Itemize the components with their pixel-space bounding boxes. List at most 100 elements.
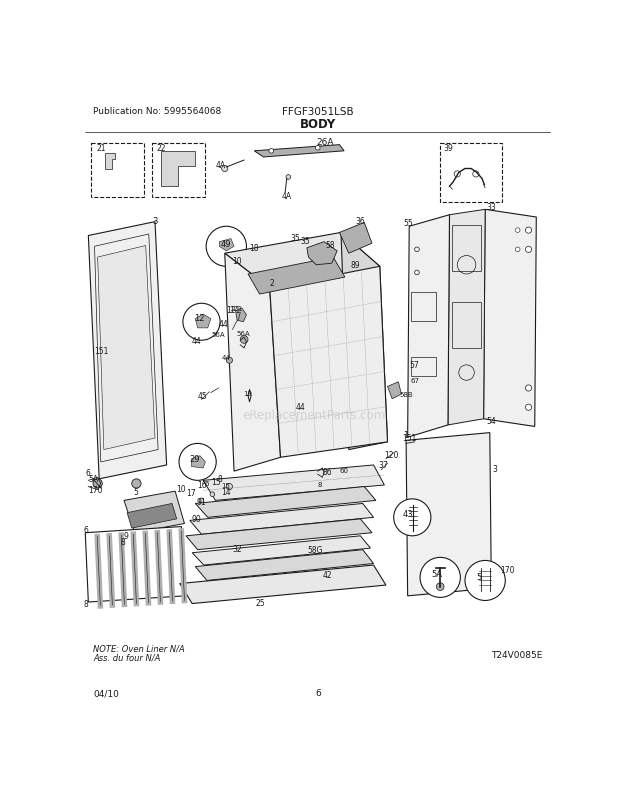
Text: BODY: BODY xyxy=(299,117,336,131)
Text: eReplacementParts.com: eReplacementParts.com xyxy=(242,409,386,422)
Circle shape xyxy=(515,248,520,253)
Polygon shape xyxy=(484,210,536,427)
Text: 151: 151 xyxy=(402,433,417,442)
Text: 6: 6 xyxy=(86,468,90,477)
Text: 8: 8 xyxy=(84,599,89,608)
Polygon shape xyxy=(105,154,115,169)
Text: 56A: 56A xyxy=(236,330,250,336)
Text: 43: 43 xyxy=(403,509,414,518)
Bar xyxy=(452,225,481,272)
Text: 121: 121 xyxy=(229,306,243,311)
Text: 120: 120 xyxy=(384,450,399,459)
Polygon shape xyxy=(98,246,155,450)
Text: 18: 18 xyxy=(249,244,259,253)
Circle shape xyxy=(420,557,460,597)
Text: 5: 5 xyxy=(133,488,138,496)
Polygon shape xyxy=(192,536,371,565)
Text: Publication No: 5995564068: Publication No: 5995564068 xyxy=(93,107,221,116)
Text: 89: 89 xyxy=(350,261,360,270)
Polygon shape xyxy=(88,222,167,480)
Text: 90: 90 xyxy=(192,515,201,524)
Text: 22: 22 xyxy=(156,144,166,153)
Text: 3: 3 xyxy=(152,217,157,225)
Polygon shape xyxy=(190,504,373,535)
Text: 36: 36 xyxy=(355,217,365,225)
Polygon shape xyxy=(186,519,372,550)
Text: 151: 151 xyxy=(94,347,109,356)
Circle shape xyxy=(131,480,141,488)
Polygon shape xyxy=(86,527,185,602)
Text: 8: 8 xyxy=(317,482,322,488)
Circle shape xyxy=(525,405,532,411)
Text: 3: 3 xyxy=(493,464,498,473)
Text: 57: 57 xyxy=(409,361,419,370)
Bar xyxy=(152,144,205,198)
Circle shape xyxy=(199,499,204,503)
Text: 45: 45 xyxy=(198,391,207,401)
Circle shape xyxy=(286,176,291,180)
Circle shape xyxy=(210,492,215,497)
Circle shape xyxy=(241,336,248,344)
Circle shape xyxy=(394,499,431,536)
Polygon shape xyxy=(224,254,280,472)
Text: 1: 1 xyxy=(403,430,408,439)
Text: 15: 15 xyxy=(211,478,221,487)
Circle shape xyxy=(222,166,228,172)
Polygon shape xyxy=(406,433,491,596)
Text: 58B: 58B xyxy=(399,391,413,398)
Polygon shape xyxy=(195,487,376,517)
Text: 6: 6 xyxy=(205,481,209,487)
Polygon shape xyxy=(341,233,388,450)
Text: 60: 60 xyxy=(340,467,348,473)
Polygon shape xyxy=(161,152,195,187)
Bar xyxy=(410,358,435,377)
Text: 26A: 26A xyxy=(316,138,334,147)
Text: 8: 8 xyxy=(120,538,125,547)
Text: 91: 91 xyxy=(197,498,206,507)
Circle shape xyxy=(269,149,273,154)
Text: 49: 49 xyxy=(221,240,231,249)
Text: 14: 14 xyxy=(222,488,231,496)
Polygon shape xyxy=(236,309,247,322)
Circle shape xyxy=(316,146,320,151)
Text: 19: 19 xyxy=(243,390,252,396)
Polygon shape xyxy=(219,239,234,252)
Text: 44: 44 xyxy=(192,336,201,346)
Circle shape xyxy=(183,304,220,341)
Circle shape xyxy=(93,480,102,488)
Text: 6: 6 xyxy=(315,689,321,698)
Circle shape xyxy=(436,583,444,591)
Text: Ass. du four N/A: Ass. du four N/A xyxy=(93,652,161,662)
Polygon shape xyxy=(203,465,384,500)
Text: 8: 8 xyxy=(217,475,222,484)
Bar xyxy=(410,293,435,322)
Polygon shape xyxy=(248,257,345,294)
Polygon shape xyxy=(195,550,373,581)
Text: 33: 33 xyxy=(487,202,497,212)
Polygon shape xyxy=(254,145,344,158)
Text: 37: 37 xyxy=(378,461,388,470)
Text: 9: 9 xyxy=(124,532,129,541)
Bar xyxy=(440,144,502,202)
Text: 4A: 4A xyxy=(282,192,292,200)
Text: T24V0085E: T24V0085E xyxy=(491,650,542,659)
Circle shape xyxy=(465,561,505,601)
Circle shape xyxy=(226,358,232,364)
Text: 12: 12 xyxy=(193,314,204,322)
Text: 42: 42 xyxy=(322,570,332,579)
Polygon shape xyxy=(408,216,450,438)
Text: 35: 35 xyxy=(291,234,300,243)
Polygon shape xyxy=(195,314,211,329)
Text: 10: 10 xyxy=(232,257,242,266)
Text: 2: 2 xyxy=(270,278,275,288)
Text: 16: 16 xyxy=(198,481,207,490)
Text: 21: 21 xyxy=(96,144,105,153)
Text: 32: 32 xyxy=(232,544,242,553)
Circle shape xyxy=(525,386,532,391)
Circle shape xyxy=(525,247,532,253)
Circle shape xyxy=(226,484,232,490)
Text: 44: 44 xyxy=(219,319,228,328)
Circle shape xyxy=(179,444,216,480)
Text: 17: 17 xyxy=(186,488,196,497)
Text: 56A: 56A xyxy=(211,332,225,338)
